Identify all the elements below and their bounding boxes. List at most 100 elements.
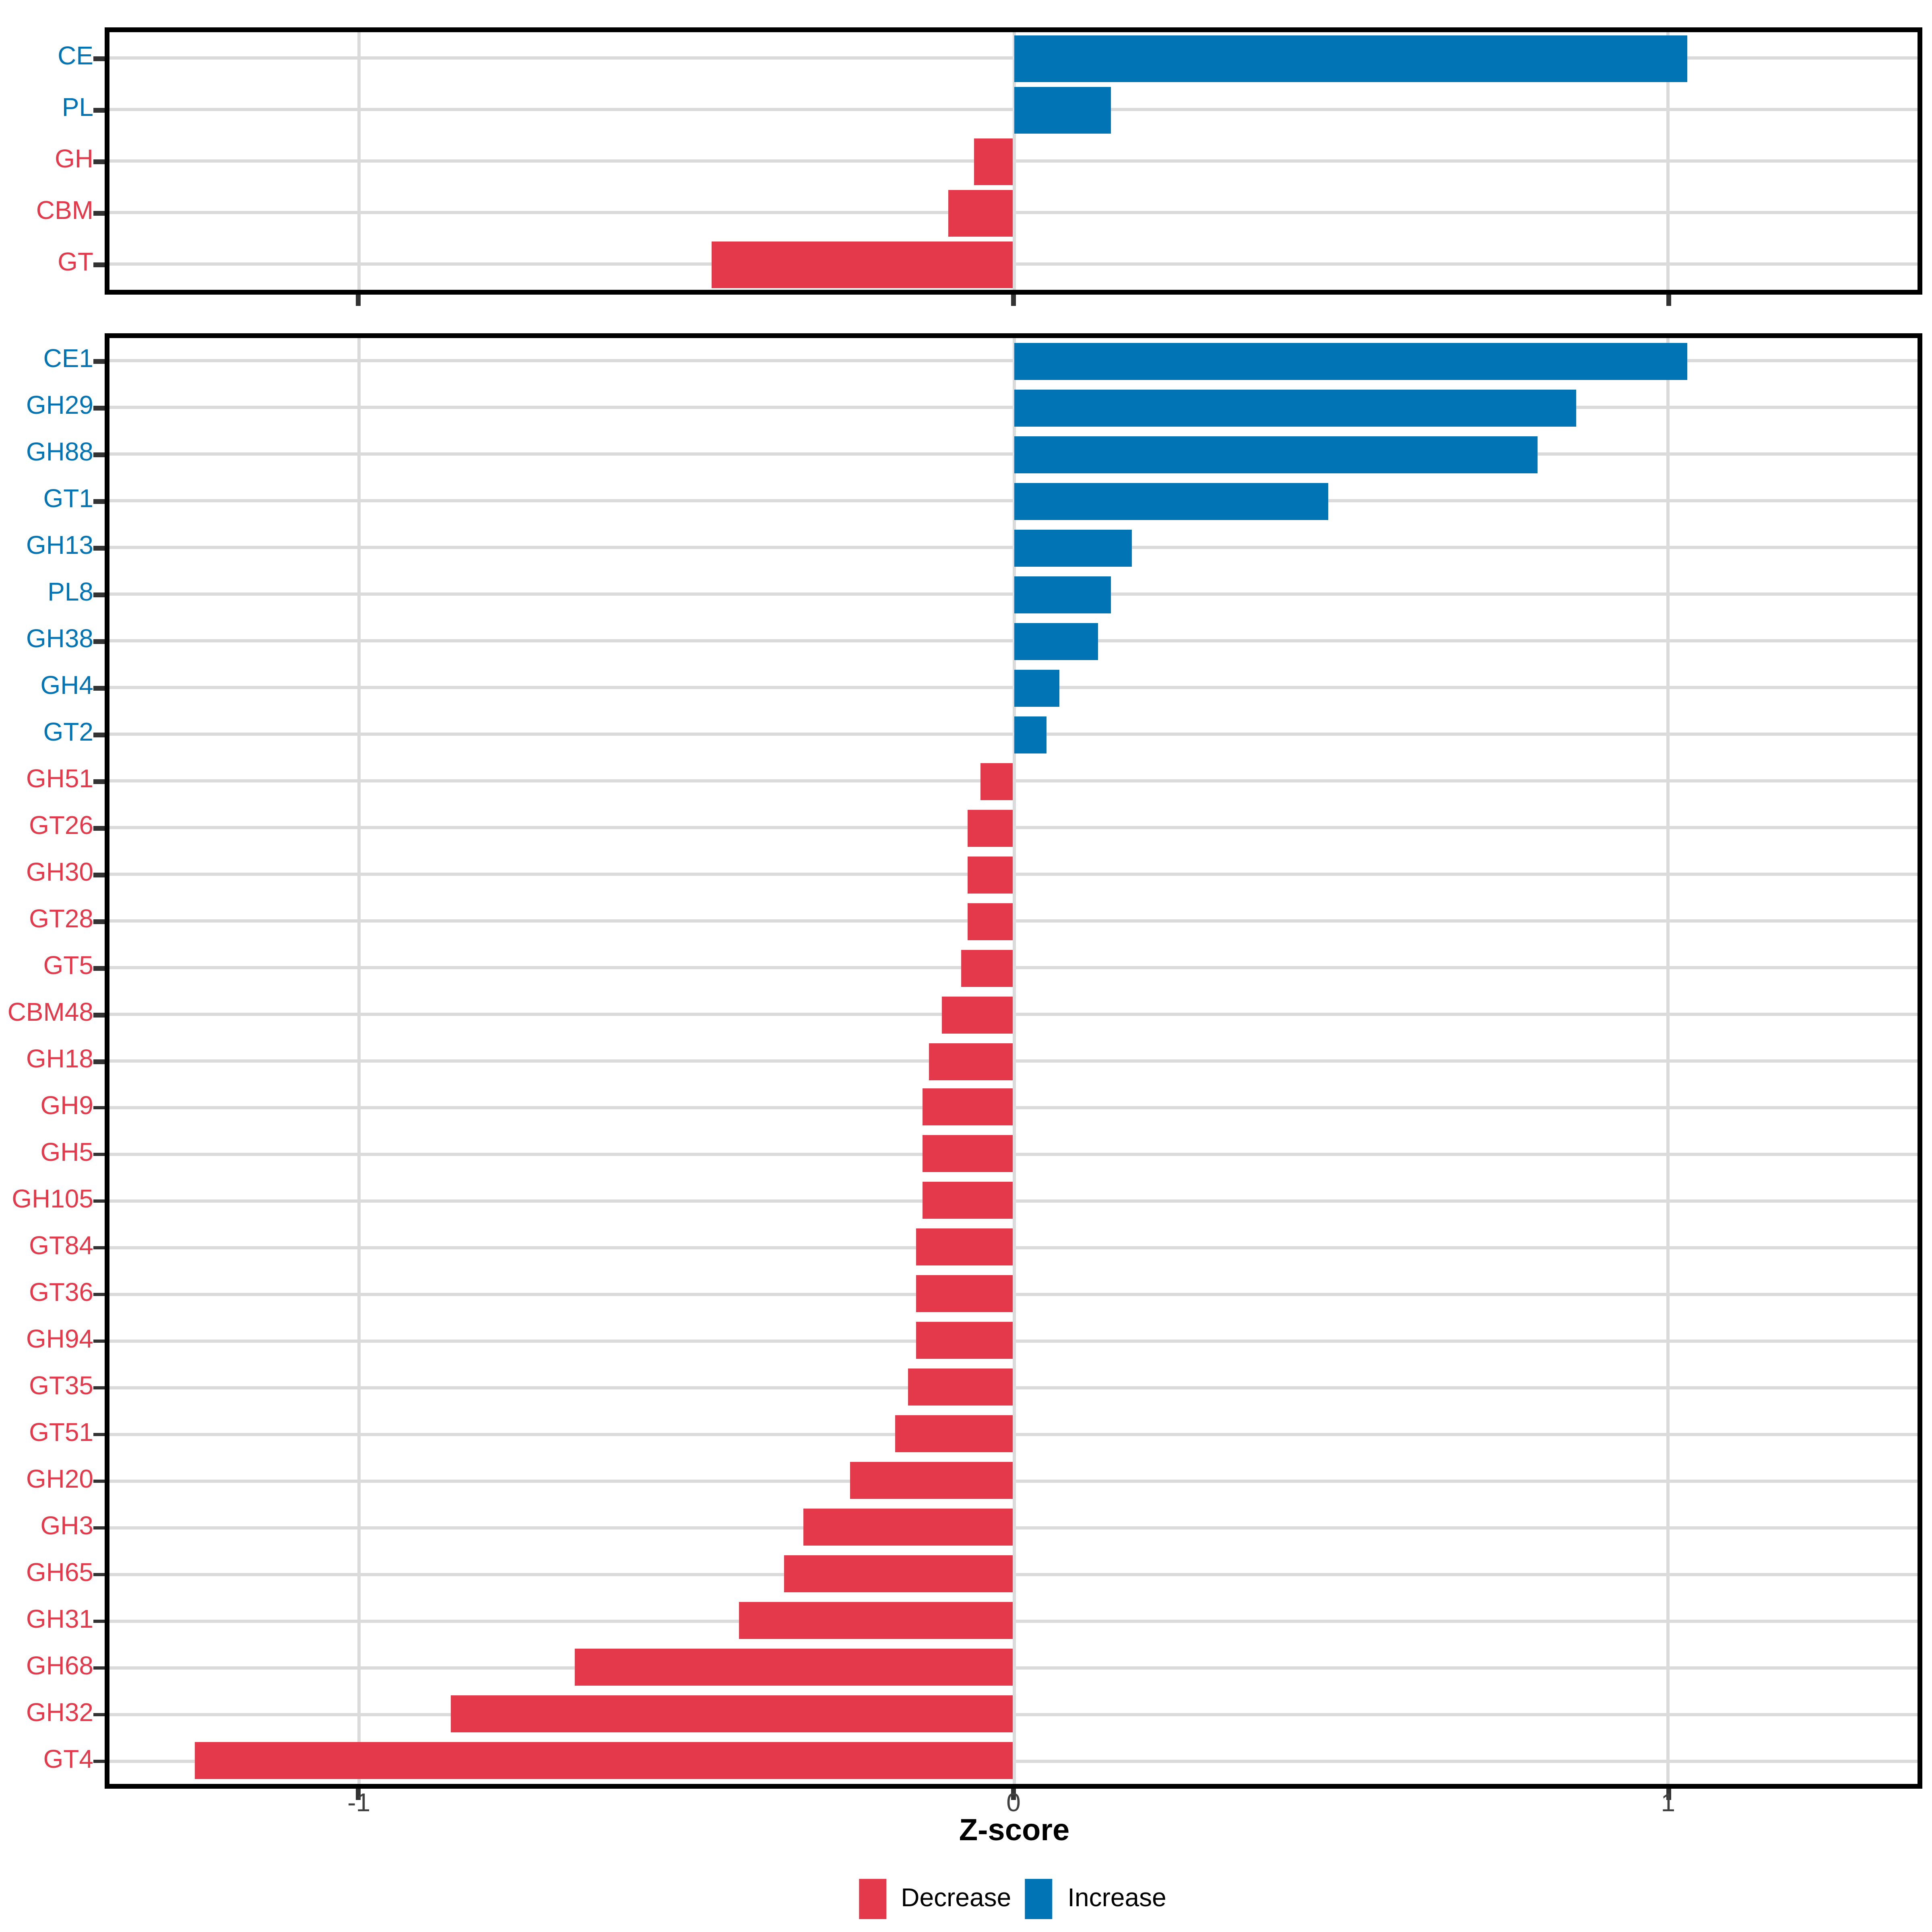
bar-GT26	[968, 809, 1013, 846]
gridline-horizontal	[109, 1013, 1918, 1016]
y-tick	[93, 1525, 105, 1530]
bar-GT51	[896, 1415, 1013, 1453]
y-tick	[93, 1339, 105, 1344]
legend-item-increase: Increase	[1026, 1879, 1166, 1919]
y-tick	[93, 1013, 105, 1017]
bar-GT	[712, 241, 1013, 287]
y-axis-label-GH94: GH94	[26, 1326, 93, 1354]
bar-GH3	[804, 1509, 1013, 1546]
y-tick	[93, 500, 105, 504]
gridline-horizontal	[109, 1059, 1918, 1063]
y-tick	[93, 211, 105, 215]
y-axis-label-CBM: CBM	[36, 198, 93, 225]
gridline-horizontal	[109, 159, 1918, 163]
bar-GH13	[1013, 529, 1131, 567]
bar-CBM	[948, 189, 1013, 236]
bar-GH30	[968, 856, 1013, 893]
y-tick	[93, 686, 105, 690]
bar-GT35	[908, 1369, 1013, 1406]
gridline-horizontal	[109, 1712, 1918, 1716]
gridline-horizontal	[109, 1199, 1918, 1203]
bar-PL	[1013, 86, 1112, 133]
y-axis-label-GH5: GH5	[40, 1139, 93, 1167]
gridline-horizontal	[109, 966, 1918, 970]
plot-panel-top	[105, 27, 1922, 295]
y-axis-label-GH30: GH30	[26, 860, 93, 888]
gridline-horizontal	[109, 919, 1918, 923]
legend-label: Increase	[1067, 1885, 1166, 1912]
y-tick	[93, 1106, 105, 1110]
gridline-horizontal	[109, 826, 1918, 830]
bar-GT36	[915, 1276, 1013, 1313]
y-axis-label-CBM48: CBM48	[7, 1000, 93, 1028]
bar-PL8	[1013, 576, 1112, 613]
x-tick	[1666, 1789, 1671, 1800]
x-tick	[356, 1789, 361, 1800]
bar-CE1	[1013, 343, 1688, 380]
y-axis-label-GH65: GH65	[26, 1559, 93, 1587]
gridline-horizontal	[109, 1292, 1918, 1296]
y-tick	[93, 640, 105, 644]
bar-GT84	[915, 1229, 1013, 1266]
x-tick-label: -1	[347, 1790, 371, 1818]
bar-GH9	[922, 1089, 1013, 1126]
y-axis-label-GT26: GT26	[29, 813, 93, 841]
gridline-horizontal	[109, 211, 1918, 214]
y-tick	[93, 919, 105, 924]
bar-GH68	[575, 1649, 1013, 1686]
gridline-horizontal	[109, 1619, 1918, 1622]
bar-GH32	[450, 1695, 1013, 1733]
y-tick	[93, 873, 105, 877]
gridline-horizontal	[109, 1479, 1918, 1482]
y-tick	[93, 262, 105, 266]
y-axis-label-GH51: GH51	[26, 766, 93, 794]
legend-label: Decrease	[901, 1885, 1011, 1912]
y-axis-label-GT35: GT35	[29, 1373, 93, 1401]
bar-GT2	[1013, 716, 1046, 753]
y-tick	[93, 1432, 105, 1437]
y-tick	[93, 56, 105, 60]
y-tick	[93, 108, 105, 112]
y-tick	[93, 1059, 105, 1063]
y-axis-label-GH88: GH88	[26, 440, 93, 468]
gridline-horizontal	[109, 1572, 1918, 1576]
x-tick	[1011, 295, 1016, 306]
y-tick	[93, 1479, 105, 1483]
gridline-horizontal	[109, 1339, 1918, 1343]
x-tick-label: 1	[1661, 1790, 1676, 1818]
bar-GH51	[980, 762, 1013, 800]
y-axis-label-GT: GT	[58, 250, 93, 277]
y-axis-label-GT28: GT28	[29, 906, 93, 934]
y-tick	[93, 1712, 105, 1717]
y-tick	[93, 406, 105, 411]
bar-GT28	[968, 902, 1013, 940]
gridline-horizontal	[109, 1152, 1918, 1156]
y-axis-label-GH68: GH68	[26, 1653, 93, 1680]
y-tick	[93, 1152, 105, 1157]
y-tick	[93, 826, 105, 830]
y-axis-label-GH20: GH20	[26, 1466, 93, 1494]
y-axis-label-GH105: GH105	[12, 1186, 93, 1214]
y-tick	[93, 1386, 105, 1390]
plot-panel-bottom	[105, 333, 1922, 1789]
y-axis-label-GH29: GH29	[26, 393, 93, 421]
y-axis-label-GT36: GT36	[29, 1280, 93, 1307]
bar-GT4	[195, 1742, 1013, 1779]
bar-GH	[974, 138, 1013, 184]
y-tick	[93, 159, 105, 163]
y-axis-label-PL8: PL8	[47, 580, 93, 608]
bar-GH20	[850, 1462, 1013, 1499]
legend-key-increase	[1026, 1879, 1053, 1919]
bar-GH29	[1013, 389, 1577, 427]
y-tick	[93, 1759, 105, 1763]
y-axis-label-GT4: GT4	[43, 1746, 94, 1774]
bar-GH65	[784, 1555, 1013, 1593]
y-axis-label-GH31: GH31	[26, 1606, 93, 1634]
y-tick	[93, 359, 105, 364]
y-axis-label-GT1: GT1	[43, 487, 94, 514]
bar-GT1	[1013, 483, 1328, 520]
x-axis-title: Z-score	[959, 1814, 1070, 1848]
gridline-horizontal	[109, 1666, 1918, 1669]
gridline-horizontal	[109, 1759, 1918, 1763]
